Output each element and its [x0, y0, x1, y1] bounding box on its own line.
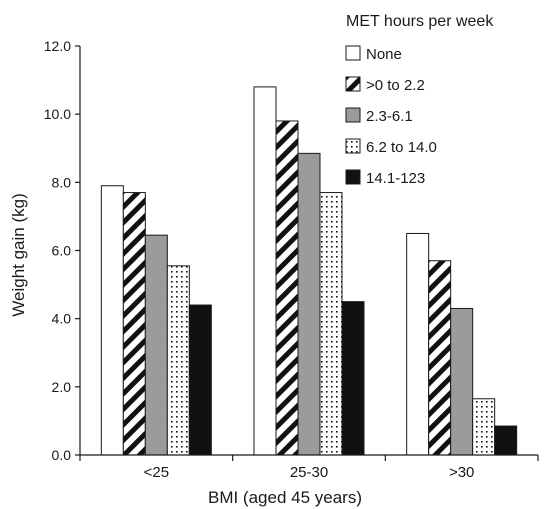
legend-swatch-6-2-to-14-0 [345, 138, 361, 154]
bar-25-14-1-123 [188, 304, 212, 456]
bar-30-none [406, 232, 430, 456]
bars [100, 86, 518, 456]
y-tick-label: 4.0 [52, 311, 72, 327]
bar-25-2-3-6-1 [144, 234, 168, 456]
legend-swatch-14-1-123 [345, 169, 361, 185]
legend-label-6-2-to-14-0: 6.2 to 14.0 [366, 139, 437, 156]
bar-25-30-0-to-2-2 [275, 120, 299, 456]
legend-label-0-to-2-2: >0 to 2.2 [366, 77, 425, 94]
bar-30-2-3-6-1 [450, 307, 474, 456]
bar-30-14-1-123 [494, 425, 518, 456]
legend: MET hours per week None >0 to 2.2 2.3-6.1 6… [345, 13, 494, 187]
y-tick-label: 10.0 [44, 106, 71, 122]
y-tick-label: 8.0 [52, 174, 72, 190]
bar-25-30-none [253, 86, 277, 456]
bar-25-30-2-3-6-1 [297, 152, 321, 456]
y-tick-label: 2.0 [52, 379, 72, 395]
bar-25-none [100, 185, 124, 456]
legend-swatch-2-3-6-1 [345, 107, 361, 123]
bar-25-30-14-1-123 [341, 301, 365, 456]
y-tick-label: 12.0 [44, 38, 71, 54]
x-axis-ticks: <25 25-30 >30 [79, 455, 539, 481]
bar-25-30-6-2-to-14-0 [319, 192, 343, 456]
x-axis-title: BMI (aged 45 years) [208, 488, 362, 507]
bar-30-0-to-2-2 [428, 260, 452, 456]
y-axis-title: Weight gain (kg) [9, 193, 28, 316]
bar-25-0-to-2-2 [122, 192, 146, 456]
legend-title: MET hours per week [346, 13, 494, 30]
x-tick-label: <25 [144, 464, 169, 481]
legend-label-2-3-6-1: 2.3-6.1 [366, 108, 413, 125]
legend-swatch-0-to-2-2 [345, 76, 361, 92]
legend-label-none: None [366, 46, 402, 63]
bar-30-6-2-to-14-0 [472, 398, 496, 456]
y-tick-label: 6.0 [52, 243, 72, 259]
x-tick-label: 25-30 [290, 464, 328, 481]
legend-swatch-none [345, 45, 361, 61]
y-axis-ticks: 0.0 2.0 4.0 6.0 8.0 10.0 12.0 [44, 38, 80, 463]
bar-25-6-2-to-14-0 [166, 265, 190, 456]
legend-label-14-1-123: 14.1-123 [366, 170, 425, 187]
y-tick-label: 0.0 [52, 447, 72, 463]
x-tick-label: >30 [449, 464, 474, 481]
